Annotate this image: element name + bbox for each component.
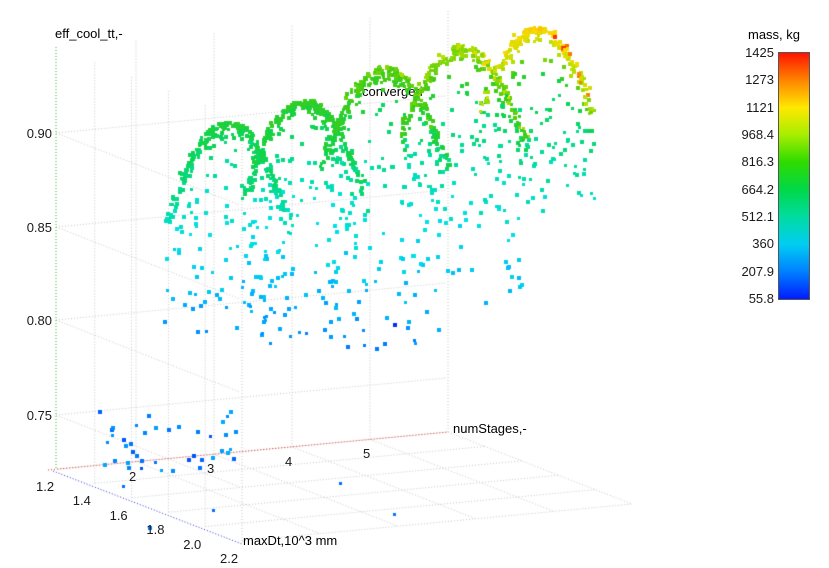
colorbar-tick-label: 55.8 <box>748 291 774 306</box>
z-tick-label: 0.75 <box>26 408 52 423</box>
z-tick-label: 0.90 <box>26 126 52 141</box>
colorbar-tick-label: 968.4 <box>741 127 774 142</box>
colorbar-tick-label: 512.1 <box>741 209 774 224</box>
z-tick-label: 0.85 <box>26 220 52 235</box>
y-axis-label: maxDt,10^3 mm <box>243 533 338 548</box>
x-axis-label: numStages,- <box>453 421 527 436</box>
colorbar-tick-label: 1273 <box>745 72 774 88</box>
z-tick-label: 0.80 <box>26 313 52 328</box>
colorbar-tick-label: 360 <box>752 236 774 252</box>
colorbar-title: mass, kg <box>748 27 801 42</box>
y-tick-label: 1.2 <box>36 479 55 494</box>
z-axis-label: eff_cool_tt,- <box>55 26 123 41</box>
y-tick-label: 2.2 <box>220 551 239 566</box>
y-tick-label: 1.4 <box>72 493 91 509</box>
colorbar-tick-label: 816.3 <box>741 154 774 170</box>
x-tick-label: 5 <box>363 446 371 462</box>
colorbar-tick-label: 207.9 <box>741 263 774 279</box>
y-tick-label: 1.8 <box>146 522 165 538</box>
colorbar-gradient <box>778 52 810 300</box>
colorbar-tick-label: 664.2 <box>741 181 774 197</box>
x-tick-label: 4 <box>285 453 293 469</box>
colorbar-tick-label: 1425 <box>745 45 774 60</box>
colorbar-tick-label: 1121 <box>746 99 774 115</box>
x-tick-label: 3 <box>207 461 215 477</box>
y-tick-label: 1.6 <box>109 507 128 523</box>
y-tick-label: 2.0 <box>183 536 202 552</box>
x-tick-label: 2 <box>129 468 137 484</box>
